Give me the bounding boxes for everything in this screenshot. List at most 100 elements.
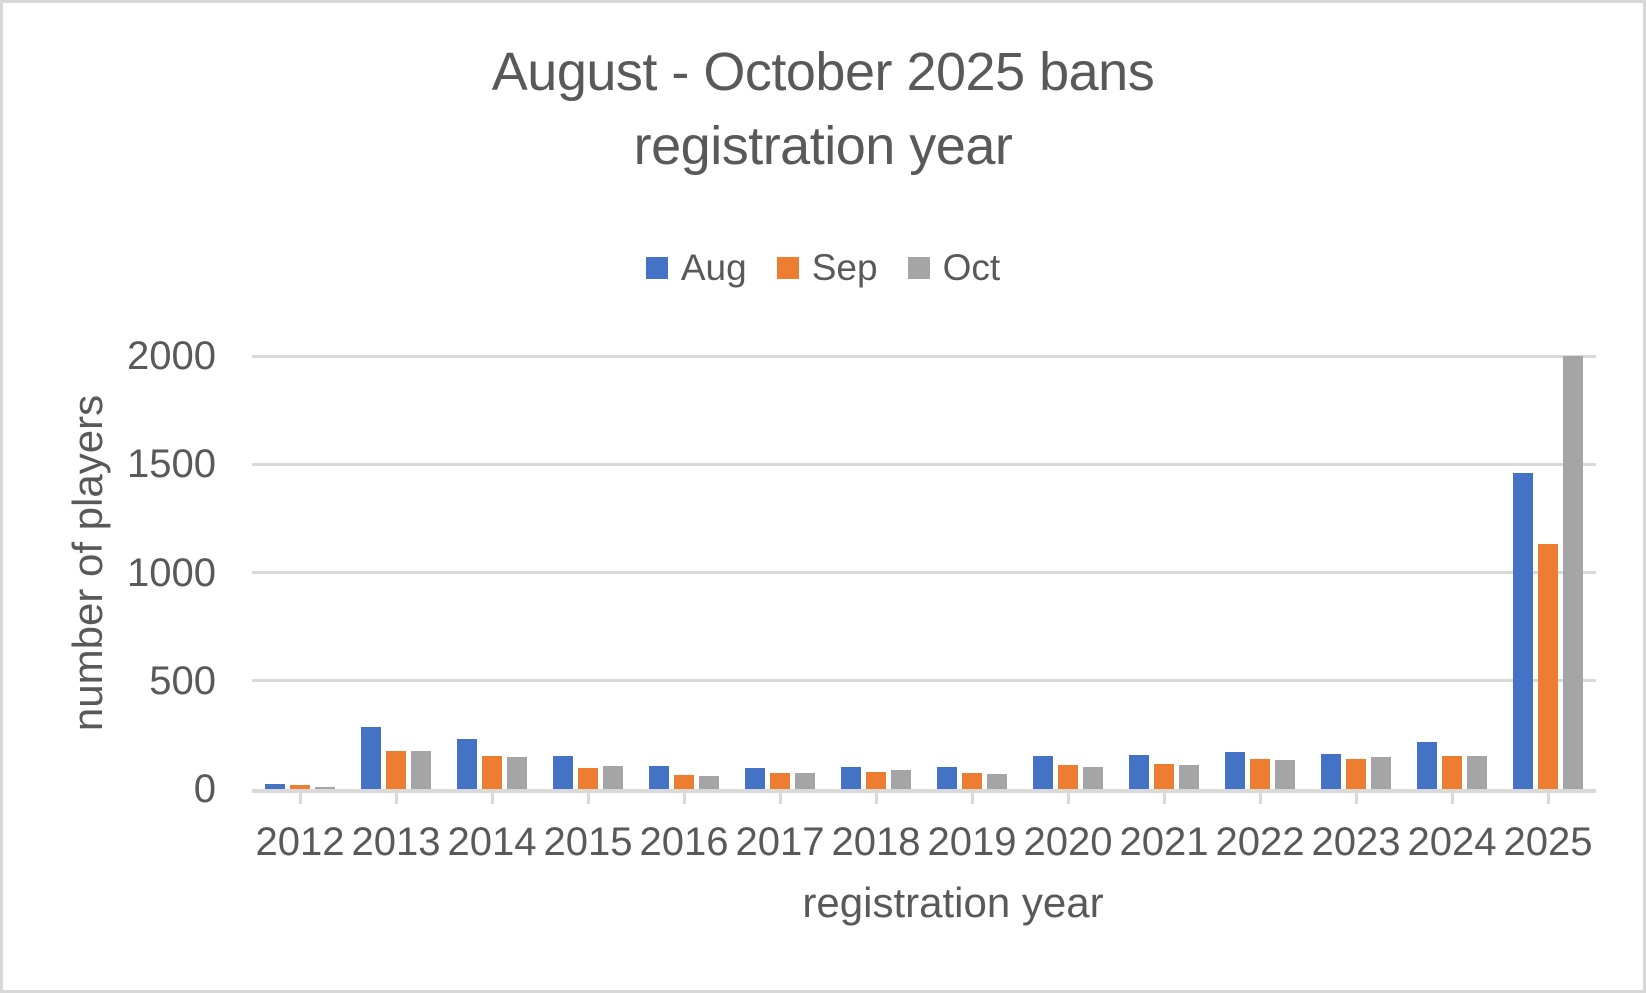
chart-title: August - October 2025 bans registration … xyxy=(3,35,1643,183)
bar-2024-oct xyxy=(1467,755,1487,789)
y-tick-label-2000: 2000 xyxy=(127,334,216,378)
bar-2013-aug xyxy=(361,727,381,789)
legend-label-oct: Oct xyxy=(942,247,1001,288)
bar-group-2016 xyxy=(636,356,732,789)
bar-2013-oct xyxy=(411,750,431,789)
bar-2025-aug xyxy=(1513,472,1533,789)
x-tick-label-2017: 2017 xyxy=(735,820,825,864)
x-tick-label-2019: 2019 xyxy=(927,820,1017,864)
bar-2021-oct xyxy=(1179,764,1199,789)
bar-2023-aug xyxy=(1321,753,1341,789)
bar-group-2014 xyxy=(444,356,540,789)
legend-swatch-aug-icon xyxy=(645,257,668,279)
y-tick-label-1500: 1500 xyxy=(127,442,216,487)
bar-2018-oct xyxy=(891,769,911,789)
bar-group-2024 xyxy=(1404,356,1500,789)
x-tick-label-2014: 2014 xyxy=(447,820,537,864)
bar-2017-oct xyxy=(795,773,815,789)
y-tick-label-0: 0 xyxy=(193,767,216,811)
x-axis-title: registration year xyxy=(802,879,1104,926)
x-tickmark-2013 xyxy=(394,793,398,804)
bar-2018-aug xyxy=(841,766,861,789)
bar-2017-sep xyxy=(770,772,790,789)
x-tick-label-2013: 2013 xyxy=(351,820,441,864)
legend-label-sep: Sep xyxy=(811,247,878,288)
bar-2020-aug xyxy=(1033,755,1053,789)
bar-2020-oct xyxy=(1083,766,1103,789)
y-tick-label-500: 500 xyxy=(149,658,216,703)
bar-2022-oct xyxy=(1275,760,1295,789)
bar-2013-sep xyxy=(386,750,406,789)
x-tickmark-2020 xyxy=(1066,793,1070,804)
x-tickmark-2024 xyxy=(1450,793,1454,804)
x-tick-label-2021: 2021 xyxy=(1119,820,1209,864)
bar-2024-aug xyxy=(1417,742,1437,789)
x-tick-label-2020: 2020 xyxy=(1023,820,1113,864)
gridline-1500 xyxy=(252,462,1596,466)
legend-item-sep: Sep xyxy=(776,247,878,289)
bar-2012-sep xyxy=(290,785,310,789)
bar-2025-oct xyxy=(1563,356,1583,789)
x-tickmark-2022 xyxy=(1258,793,1262,804)
x-tick-label-2012: 2012 xyxy=(255,820,345,864)
gridline-500 xyxy=(252,679,1596,683)
plot-area xyxy=(252,354,1596,793)
gridline-1000 xyxy=(252,571,1596,574)
bar-group-2019 xyxy=(924,356,1020,789)
bar-2014-aug xyxy=(457,739,477,789)
legend-item-aug: Aug xyxy=(645,247,747,289)
legend-label-aug: Aug xyxy=(680,247,747,288)
bar-group-2025 xyxy=(1500,356,1596,789)
bar-2012-oct xyxy=(315,786,335,789)
legend-item-oct: Oct xyxy=(907,247,1001,289)
x-tick-label-2015: 2015 xyxy=(543,820,633,864)
bar-2016-aug xyxy=(649,765,669,789)
bar-group-2020 xyxy=(1020,356,1116,789)
bar-2012-aug xyxy=(265,783,285,789)
x-tick-label-2024: 2024 xyxy=(1407,820,1497,864)
bar-2015-oct xyxy=(603,766,623,789)
bar-2022-aug xyxy=(1225,752,1245,789)
bar-2025-sep xyxy=(1538,544,1558,789)
bar-2015-aug xyxy=(553,756,573,789)
bar-2016-sep xyxy=(674,774,694,789)
x-tickmark-2017 xyxy=(778,793,782,804)
x-axis-line xyxy=(252,789,1596,793)
bar-group-2015 xyxy=(540,356,636,789)
chart-title-line1: August - October 2025 bans xyxy=(491,42,1155,102)
bar-2023-sep xyxy=(1346,758,1366,789)
bar-2014-sep xyxy=(482,756,502,789)
bar-2021-aug xyxy=(1129,754,1149,789)
bar-2024-sep xyxy=(1442,755,1462,789)
x-tick-label-2018: 2018 xyxy=(831,820,921,864)
bar-2020-sep xyxy=(1058,764,1078,789)
bar-2015-sep xyxy=(578,768,598,789)
bar-2014-oct xyxy=(507,757,527,789)
x-tick-label-2016: 2016 xyxy=(639,820,729,864)
bar-2019-oct xyxy=(987,774,1007,789)
x-tickmark-2019 xyxy=(970,793,974,804)
bar-group-2017 xyxy=(732,356,828,789)
bar-2019-aug xyxy=(937,766,957,789)
x-tickmark-2015 xyxy=(586,793,590,804)
x-tickmark-2023 xyxy=(1354,793,1358,804)
bar-2021-sep xyxy=(1154,763,1174,789)
gridline-2000 xyxy=(252,354,1596,358)
bar-2022-sep xyxy=(1250,758,1270,789)
bar-group-2012 xyxy=(252,356,348,789)
bar-group-2022 xyxy=(1212,356,1308,789)
legend-swatch-sep-icon xyxy=(776,257,799,279)
x-tickmark-2025 xyxy=(1546,793,1550,804)
chart-title-line2: registration year xyxy=(633,116,1013,176)
x-tickmark-2021 xyxy=(1162,793,1166,804)
bar-group-2013 xyxy=(348,356,444,789)
bar-2019-sep xyxy=(962,772,982,789)
x-tickmark-2016 xyxy=(682,793,686,804)
bar-2017-aug xyxy=(745,768,765,789)
x-tick-label-2023: 2023 xyxy=(1311,820,1401,864)
bar-group-2023 xyxy=(1308,356,1404,789)
legend: Aug Sep Oct xyxy=(3,247,1643,289)
x-tickmark-2018 xyxy=(874,793,878,804)
y-tick-label-1000: 1000 xyxy=(127,550,216,595)
